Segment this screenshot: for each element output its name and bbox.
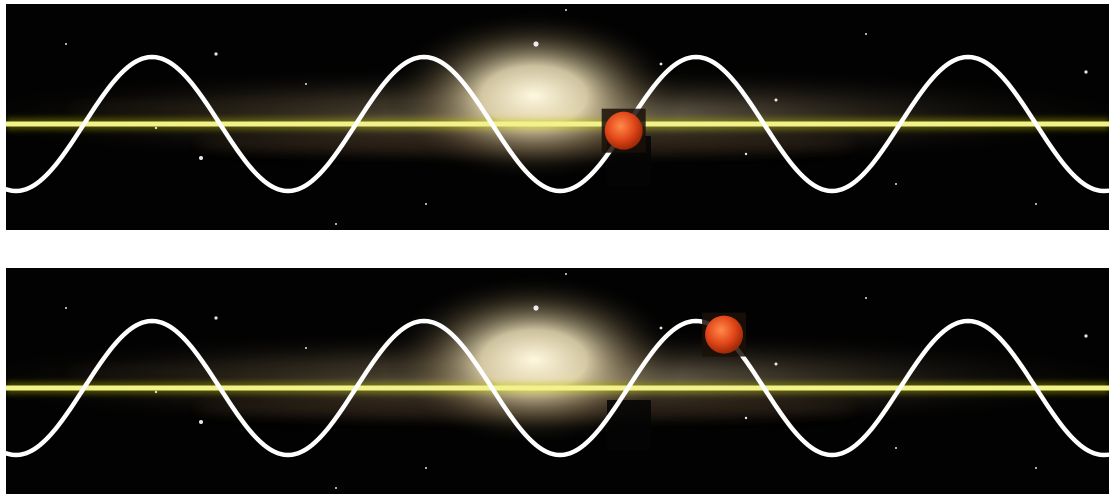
panel-sun-crossing-plane xyxy=(6,268,1109,494)
star xyxy=(305,347,307,349)
star xyxy=(1084,334,1088,338)
sun-marker xyxy=(702,312,747,357)
star xyxy=(214,316,218,320)
solar-oscillation-wave xyxy=(6,54,1109,194)
star xyxy=(335,223,337,225)
sun-icon xyxy=(604,111,643,150)
galaxy-diagram xyxy=(6,268,1109,494)
sun-icon xyxy=(705,315,744,354)
galactic-plane-line xyxy=(6,121,1109,127)
star xyxy=(1084,70,1088,74)
star xyxy=(659,326,663,330)
sun-marker xyxy=(601,108,646,153)
star xyxy=(659,62,663,66)
solar-oscillation-wave xyxy=(6,318,1109,458)
star xyxy=(565,273,567,275)
star xyxy=(199,420,203,424)
galaxy-diagram xyxy=(6,4,1109,230)
star xyxy=(199,156,203,160)
star xyxy=(65,43,67,45)
star xyxy=(214,52,218,56)
star xyxy=(865,297,867,299)
star xyxy=(744,152,748,156)
galactic-plane-line xyxy=(6,385,1109,391)
star xyxy=(774,98,778,102)
star xyxy=(865,33,867,35)
star xyxy=(65,307,67,309)
star xyxy=(335,487,337,489)
star xyxy=(744,416,748,420)
star xyxy=(533,41,539,47)
star xyxy=(1035,203,1037,205)
star xyxy=(425,203,427,205)
star xyxy=(565,9,567,11)
star xyxy=(895,183,897,185)
star xyxy=(425,467,427,469)
star xyxy=(305,83,307,85)
star xyxy=(1035,467,1037,469)
star xyxy=(895,447,897,449)
panel-sun-above-plane xyxy=(6,4,1109,230)
star xyxy=(533,305,539,311)
star xyxy=(774,362,778,366)
